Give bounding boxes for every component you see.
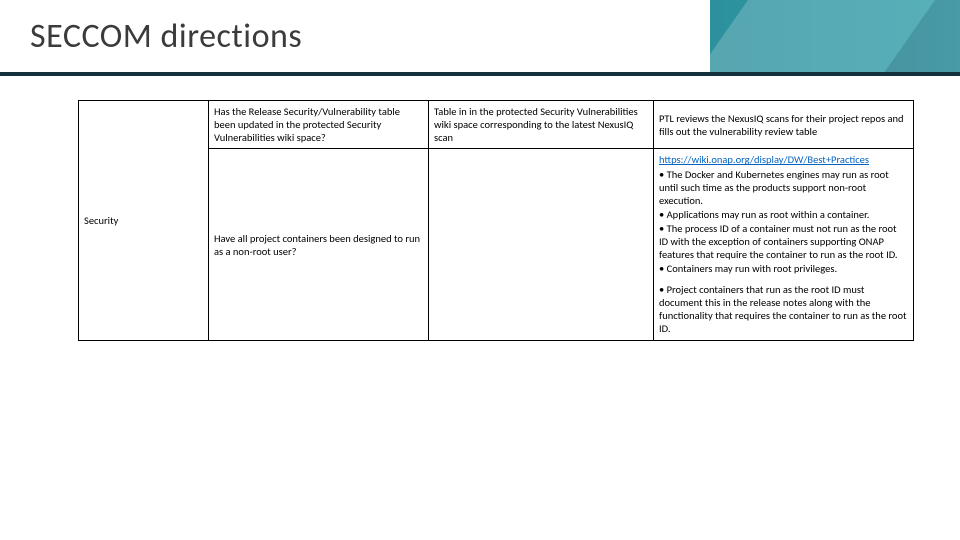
slide-title: SECCOM directions	[30, 16, 302, 57]
best-practices-link[interactable]: https://wiki.onap.org/display/DW/Best+Pr…	[659, 153, 869, 166]
title-container: SECCOM directions	[0, 0, 710, 72]
notes-block: https://wiki.onap.org/display/DW/Best+Pr…	[659, 153, 908, 335]
seccom-table: Security Has the Release Security/Vulner…	[78, 100, 914, 341]
notes-bullet: • The process ID of a container must not…	[659, 222, 908, 261]
table-row: Security Has the Release Security/Vulner…	[79, 101, 914, 149]
notes-bullet: • Containers may run with root privilege…	[659, 262, 908, 275]
cell-reference	[429, 149, 654, 341]
cell-question: Has the Release Security/Vulnerability t…	[209, 101, 429, 149]
cell-notes: PTL reviews the NexusIQ scans for their …	[654, 101, 914, 149]
notes-bullet: • The Docker and Kubernetes engines may …	[659, 168, 908, 207]
title-underline	[0, 72, 960, 76]
cell-notes: https://wiki.onap.org/display/DW/Best+Pr…	[654, 149, 914, 341]
table-container: Security Has the Release Security/Vulner…	[78, 100, 913, 341]
slide: SECCOM directions Security Has the Relea…	[0, 0, 960, 540]
notes-trailing: • Project containers that run as the roo…	[659, 283, 908, 336]
cell-category: Security	[79, 101, 209, 341]
cell-reference: Table in in the protected Security Vulne…	[429, 101, 654, 149]
notes-bullet: • Applications may run as root within a …	[659, 208, 908, 221]
cell-question: Have all project containers been designe…	[209, 149, 429, 341]
